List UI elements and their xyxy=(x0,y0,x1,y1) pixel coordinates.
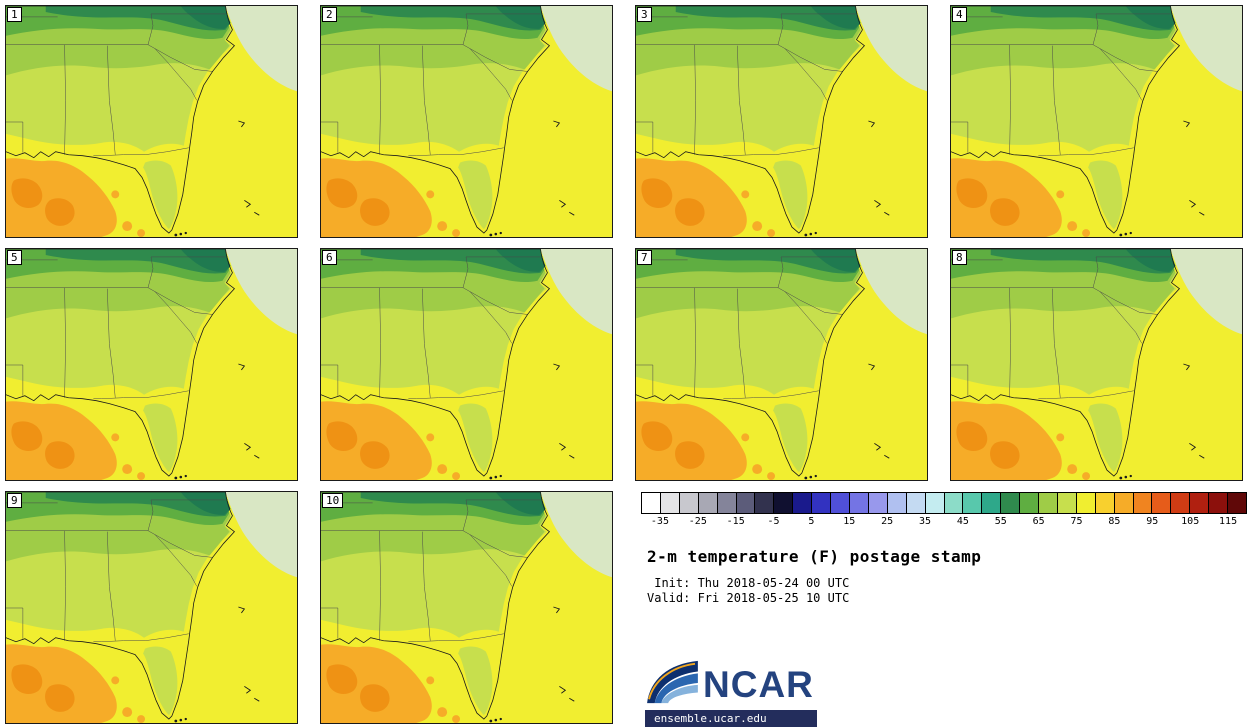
ensemble-panel-2: 2 xyxy=(320,5,613,238)
colorbar-segment xyxy=(849,493,869,513)
colorbar-tick-label: 115 xyxy=(1219,516,1238,527)
member-label: 10 xyxy=(322,493,344,508)
colorbar-segment xyxy=(906,493,926,513)
colorbar-segment xyxy=(1171,493,1191,513)
temperature-map xyxy=(6,492,297,723)
ensemble-panel-5: 5 xyxy=(5,248,298,481)
ensemble-panel-8: 8 xyxy=(950,248,1243,481)
colorbar-tick-label: 25 xyxy=(881,516,894,527)
temperature-map xyxy=(321,492,612,723)
colorbar-tick-label: 75 xyxy=(1070,516,1083,527)
colorbar-segment xyxy=(1190,493,1210,513)
colorbar-segment xyxy=(1114,493,1134,513)
member-label: 9 xyxy=(7,493,22,508)
colorbar-segment xyxy=(831,493,850,513)
colorbar-segment xyxy=(698,493,718,513)
member-label: 3 xyxy=(637,7,652,22)
temperature-map xyxy=(6,249,297,480)
colorbar-segment xyxy=(793,493,813,513)
colorbar-tick-label: 15 xyxy=(843,516,856,527)
colorbar-segment xyxy=(679,493,699,513)
member-label: 7 xyxy=(637,250,652,265)
colorbar-segment xyxy=(887,493,907,513)
ncar-wordmark: NCAR xyxy=(703,664,814,705)
colorbar-segment xyxy=(1020,493,1040,513)
member-label: 5 xyxy=(7,250,22,265)
temperature-map xyxy=(6,6,297,237)
colorbar-tick-label: 45 xyxy=(956,516,969,527)
ensemble-panel-1: 1 xyxy=(5,5,298,238)
ncar-logo: NCAR xyxy=(645,659,814,705)
colorbar-segment xyxy=(1133,493,1153,513)
temperature-map xyxy=(636,249,927,480)
temperature-colorbar xyxy=(641,492,1247,514)
ensemble-panel-7: 7 xyxy=(635,248,928,481)
temperature-map xyxy=(321,6,612,237)
colorbar-segment xyxy=(642,493,661,513)
ensemble-panel-10: 10 xyxy=(320,491,613,724)
colorbar-segment xyxy=(1039,493,1058,513)
ensemble-panel-6: 6 xyxy=(320,248,613,481)
member-label: 2 xyxy=(322,7,337,22)
colorbar-segment xyxy=(774,493,794,513)
colorbar-tick-label: -5 xyxy=(767,516,780,527)
colorbar-tick-label: -15 xyxy=(726,516,745,527)
colorbar-segment xyxy=(755,493,775,513)
colorbar-segment xyxy=(1001,493,1021,513)
colorbar-tick-label: 105 xyxy=(1181,516,1200,527)
member-label: 8 xyxy=(952,250,967,265)
temperature-map xyxy=(951,249,1242,480)
colorbar-tick-label: 95 xyxy=(1146,516,1159,527)
colorbar-segment xyxy=(963,493,983,513)
ensemble-panel-3: 3 xyxy=(635,5,928,238)
ensemble-url: ensemble.ucar.edu xyxy=(645,710,817,727)
ncar-swoosh-icon xyxy=(647,660,698,704)
colorbar-segment xyxy=(944,493,964,513)
colorbar-segment xyxy=(717,493,737,513)
member-label: 1 xyxy=(7,7,22,22)
colorbar-ticks: -35 -25 -15 -5 5 15 25 35 45 55 65 75 85 95 105 115 xyxy=(641,516,1247,529)
colorbar-segment xyxy=(736,493,756,513)
colorbar-segment xyxy=(868,493,888,513)
colorbar-tick-label: 5 xyxy=(808,516,815,527)
colorbar-tick-label: 55 xyxy=(994,516,1007,527)
plot-title: 2-m temperature (F) postage stamp xyxy=(647,547,982,566)
init-time: Init: Thu 2018-05-24 00 UTC xyxy=(647,576,850,590)
colorbar-tick-label: -25 xyxy=(688,516,707,527)
valid-time: Valid: Fri 2018-05-25 10 UTC xyxy=(647,591,850,605)
colorbar-segment xyxy=(982,493,1002,513)
colorbar-tick-label: 35 xyxy=(919,516,932,527)
ensemble-panel-9: 9 xyxy=(5,491,298,724)
member-label: 4 xyxy=(952,7,967,22)
colorbar-tick-label: 65 xyxy=(1032,516,1045,527)
ensemble-panel-4: 4 xyxy=(950,5,1243,238)
colorbar-tick-label: -35 xyxy=(650,516,669,527)
temperature-map xyxy=(951,6,1242,237)
colorbar-segment xyxy=(1152,493,1172,513)
colorbar-segment xyxy=(1095,493,1115,513)
colorbar-segment xyxy=(812,493,832,513)
colorbar-segment xyxy=(1076,493,1096,513)
colorbar-segment xyxy=(1228,493,1246,513)
colorbar-segment xyxy=(660,493,680,513)
colorbar-tick-label: 85 xyxy=(1108,516,1121,527)
member-label: 6 xyxy=(322,250,337,265)
info-block: -35 -25 -15 -5 5 15 25 35 45 55 65 75 85 95 105 115 2-m… xyxy=(635,491,1250,727)
temperature-map xyxy=(321,249,612,480)
colorbar-segment xyxy=(1057,493,1077,513)
colorbar-segment xyxy=(1209,493,1229,513)
temperature-map xyxy=(636,6,927,237)
colorbar-segment xyxy=(925,493,945,513)
